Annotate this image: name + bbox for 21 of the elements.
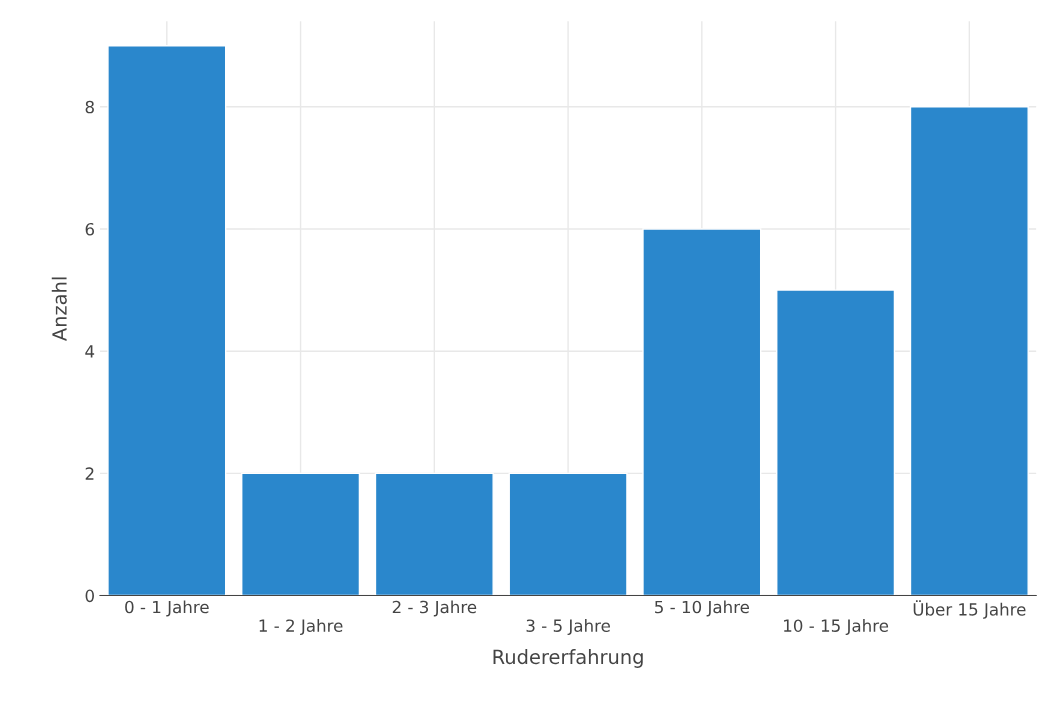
x-tick-label: 1 - 2 Jahre (259, 619, 343, 636)
y-tick-label: 6 (85, 222, 95, 236)
y-axis-title: Anzahl (51, 277, 67, 341)
bar (107, 45, 227, 596)
bar (508, 472, 628, 596)
x-tick-label: 0 - 1 Jahre (125, 600, 209, 617)
x-tick-label: 3 - 5 Jahre (526, 619, 610, 636)
y-tick-label: 0 (85, 589, 94, 603)
bar (776, 289, 896, 596)
x-axis-title: Rudererfahrung (493, 649, 643, 668)
x-tick-label: 2 - 3 Jahre (392, 600, 477, 617)
bar (241, 472, 361, 596)
y-tick-label: 2 (85, 467, 94, 480)
x-tick-label: 10 - 15 Jahre (784, 619, 889, 636)
bar (642, 228, 762, 596)
bar (374, 472, 494, 596)
x-tick-label: 5 - 10 Jahre (655, 600, 750, 617)
x-tick-label: Über 15 Jahre (913, 600, 1026, 619)
bar (909, 106, 1029, 596)
y-tick-label: 8 (85, 100, 94, 114)
y-tick-label: 4 (85, 345, 95, 358)
